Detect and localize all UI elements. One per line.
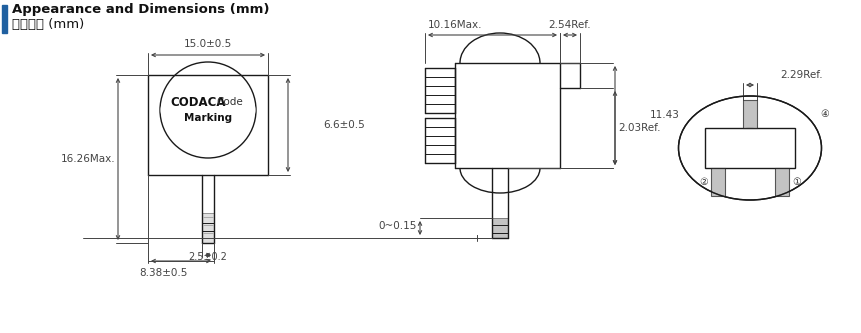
Text: 0~0.15: 0~0.15 [379, 221, 417, 231]
Text: ②: ② [699, 177, 708, 187]
Text: 8.38±0.5: 8.38±0.5 [139, 268, 187, 278]
Text: ①: ① [792, 177, 801, 187]
Text: 6.6±0.5: 6.6±0.5 [323, 120, 365, 130]
Text: CODACA: CODACA [170, 96, 226, 109]
Ellipse shape [160, 83, 256, 138]
Text: 2.54Ref.: 2.54Ref. [548, 20, 592, 30]
Text: 外形尺寸 (mm): 外形尺寸 (mm) [12, 18, 84, 31]
Text: Code: Code [217, 97, 244, 107]
Bar [2, 5, 7, 33]
Text: 15.0±0.5: 15.0±0.5 [184, 39, 232, 49]
Ellipse shape [678, 96, 821, 200]
Bar [743, 100, 757, 128]
Text: 2.29Ref.: 2.29Ref. [780, 70, 822, 80]
Bar [711, 168, 725, 196]
Text: Marking: Marking [184, 113, 232, 123]
Text: 11.43: 11.43 [650, 111, 680, 121]
Text: 10.16Max.: 10.16Max. [428, 20, 482, 30]
Bar [705, 128, 795, 168]
Text: 2.03Ref.: 2.03Ref. [618, 123, 660, 133]
Ellipse shape [722, 129, 778, 167]
Text: 2.5±0.2: 2.5±0.2 [189, 252, 227, 262]
Bar [492, 218, 508, 238]
Text: 16.26Max.: 16.26Max. [60, 154, 115, 164]
Bar [775, 168, 789, 196]
Bar [202, 213, 214, 243]
Text: ④: ④ [820, 109, 829, 119]
Text: Appearance and Dimensions (mm): Appearance and Dimensions (mm) [12, 4, 269, 17]
